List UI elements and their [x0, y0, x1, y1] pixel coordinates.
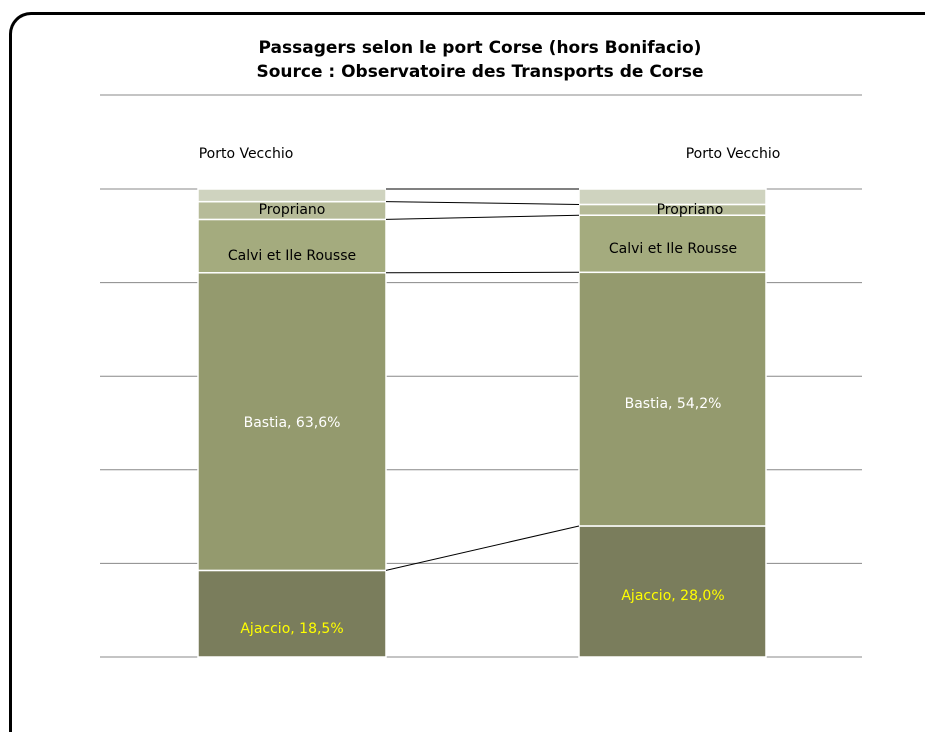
- data-label: Porto Vecchio: [199, 146, 294, 162]
- series-connector: [386, 215, 579, 219]
- data-label: Ajaccio, 28,0%: [621, 588, 724, 604]
- bar-segment: [198, 570, 386, 657]
- data-label: Bastia, 63,6%: [244, 415, 341, 431]
- data-label: Propriano: [657, 202, 724, 218]
- data-label: Calvi et Ile Rousse: [609, 241, 737, 257]
- bar-segment: [198, 219, 386, 272]
- data-label: Ajaccio, 18,5%: [240, 621, 343, 637]
- data-label: Calvi et Ile Rousse: [228, 248, 356, 264]
- series-connector: [386, 202, 579, 205]
- bar-segment: [198, 189, 386, 202]
- stacked-bar-chart: Ajaccio, 18,5% Ajaccio, 28,0% Bastia, 63,6…: [0, 0, 925, 711]
- data-label: Porto Vecchio: [686, 146, 781, 162]
- data-label: Bastia, 54,2%: [625, 396, 722, 412]
- chart-stage: Passagers selon le port Corse (hors Boni…: [0, 0, 925, 711]
- data-label: Propriano: [259, 202, 326, 218]
